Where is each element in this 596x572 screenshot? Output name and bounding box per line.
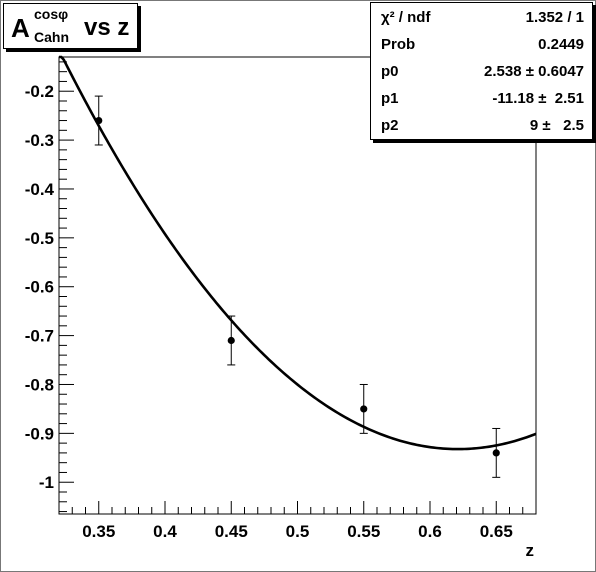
x-tick-label: 0.4 (153, 522, 177, 541)
x-tick-label: 0.45 (215, 522, 248, 541)
stat-name: p2 (381, 117, 399, 134)
x-axis: 0.35 0.4 0.45 0.5 0.55 0.6 0.65 (58, 501, 537, 541)
y-tick-label: -0.8 (25, 375, 54, 394)
fit-curve (59, 55, 537, 451)
stat-row-chi2: χ² / ndf 1.352 / 1 (371, 5, 592, 31)
y-axis: -0.2 -0.3 -0.4 -0.5 -0.6 -0.7 -0.8 -0.9 -1 (25, 61, 74, 513)
y-tick-label: -1 (39, 473, 54, 492)
stat-value: 0.2449 (538, 36, 584, 53)
y-tick-label: -0.5 (25, 229, 54, 248)
y-tick-label: -0.4 (25, 180, 55, 199)
title-main: A (11, 13, 30, 43)
title-subscript: Cahn (34, 29, 69, 45)
data-point (360, 405, 368, 413)
x-tick-label: 0.6 (418, 522, 442, 541)
stat-name: χ² / ndf (381, 9, 431, 26)
stat-value: 2.538 ± 0.6047 (484, 63, 584, 80)
data-point (492, 449, 500, 457)
stat-name: Prob (381, 36, 416, 53)
y-tick-label: -0.7 (25, 327, 54, 346)
y-tick-label: -0.6 (25, 278, 54, 297)
stat-name: p0 (381, 63, 399, 80)
x-tick-label: 0.5 (286, 522, 310, 541)
title-rest: vs z (84, 14, 130, 41)
stat-row-p0: p0 2.538 ± 0.6047 (371, 59, 592, 85)
stat-row-p1: p1 -11.18 ± 2.51 (371, 86, 592, 112)
stat-row-p2: p2 9 ± 2.5 (371, 113, 592, 139)
y-tick-label: -0.2 (25, 82, 54, 101)
stat-name: p1 (381, 90, 399, 107)
x-tick-label: 0.65 (480, 522, 513, 541)
stat-row-prob: Prob 0.2449 (371, 32, 592, 58)
data-point (227, 336, 235, 345)
data-point (95, 116, 103, 125)
x-tick-label: 0.35 (82, 522, 115, 541)
x-tick-label: 0.55 (347, 522, 380, 541)
data-points (94, 95, 501, 478)
stat-value: -11.18 ± 2.51 (492, 90, 584, 107)
stat-value: 1.352 / 1 (525, 9, 584, 26)
y-tick-label: -0.9 (25, 424, 54, 443)
y-tick-label: -0.3 (25, 131, 54, 150)
chart-title-box: A cosφ Cahn vs z (3, 3, 138, 49)
title-superscript: cosφ (34, 6, 69, 22)
stat-value: 9 ± 2.5 (529, 117, 584, 134)
x-axis-title: z (526, 541, 535, 560)
fit-stats-box: χ² / ndf 1.352 / 1 Prob 0.2449 p0 2.538 … (370, 2, 593, 140)
